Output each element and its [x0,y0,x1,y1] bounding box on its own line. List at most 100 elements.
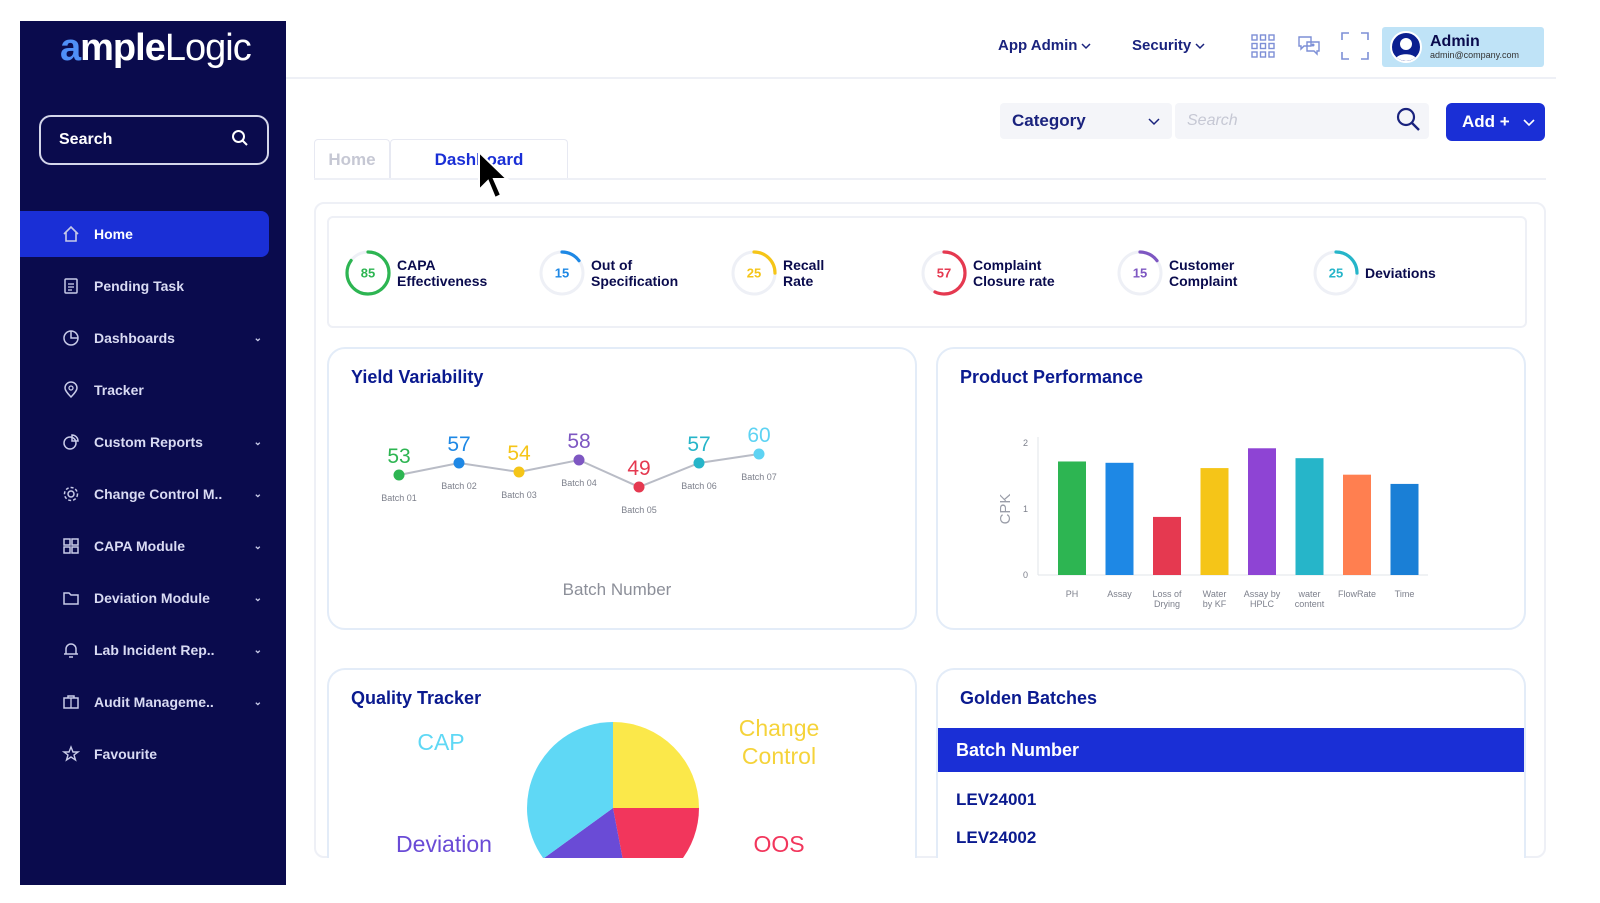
bell-icon [62,641,80,659]
avatar [1390,31,1422,63]
yield-title: Yield Variability [351,367,484,387]
yield-point [573,454,585,466]
table-row[interactable]: LEV24001 [956,790,1037,809]
chevron-down-icon[interactable]: ⌄ [253,592,262,604]
yield-x-axis-label: Batch Number [563,580,672,599]
search-input[interactable] [1187,112,1395,130]
chevron-down-icon[interactable]: ⌄ [253,332,262,344]
kpi-item[interactable]: 15 Customer Complaint [1115,248,1279,298]
yield-point [393,469,405,481]
kpi-value: 25 [747,266,761,281]
clipboard-icon [62,277,80,295]
sidebar-item-change-control-m[interactable]: Change Control M.. ⌄ [20,471,286,517]
product-y-tick: 1 [1023,504,1028,514]
sidebar-item-custom-reports[interactable]: Custom Reports ⌄ [20,419,286,465]
chevron-down-icon[interactable]: ⌄ [253,540,262,552]
kpi-item[interactable]: 25 Recall Rate [729,248,893,298]
pie-label: Control [742,743,816,769]
product-y-axis-label: CPK [997,494,1014,525]
kpi-gauge: 85 [345,250,391,296]
yield-data-label: 53 [387,445,410,468]
yield-data-label: 57 [447,433,470,456]
app-admin-label: App Admin [998,37,1078,54]
sidebar-item-tracker[interactable]: Tracker [20,367,286,413]
app-admin-menu[interactable]: App Admin [998,37,1091,54]
golden-batches-card: Golden Batches Batch Number LEV24001 LEV… [936,668,1526,868]
yield-point [693,457,705,469]
pie-slice [613,808,699,868]
chevron-down-icon[interactable]: ⌄ [253,436,262,448]
kpi-gauge: 57 [921,250,967,296]
kpi-item[interactable]: 25 Deviations [1311,248,1475,298]
sidebar-item-pending-task[interactable]: Pending Task [20,263,286,309]
table-row[interactable]: LEV24002 [956,828,1037,847]
product-x-tick: PH [1066,589,1079,599]
yield-data-label: 60 [747,424,770,447]
chat-support-icon[interactable] [1294,31,1324,61]
apps-grid-icon[interactable] [1248,31,1278,61]
product-x-tick: Time [1395,589,1415,599]
sidebar-item-label: Tracker [94,382,144,398]
fold-mask [300,858,1560,903]
sidebar-item-dashboards[interactable]: Dashboards ⌄ [20,315,286,361]
chevron-down-icon [1523,119,1535,127]
sidebar-item-deviation-module[interactable]: Deviation Module ⌄ [20,575,286,621]
sidebar-search[interactable]: Search [39,115,269,165]
add-button[interactable]: Add + [1446,103,1545,141]
sidebar-item-capa-module[interactable]: CAPA Module ⌄ [20,523,286,569]
tab-home[interactable]: Home [314,139,390,179]
yield-variability-card: Yield Variability 53 Batch 01 57 Batch 02 54… [327,347,917,630]
sidebar-item-label: Custom Reports [94,434,203,450]
sidebar-item-lab-incident-rep[interactable]: Lab Incident Rep.. ⌄ [20,627,286,673]
sidebar-item-audit-manageme[interactable]: Audit Manageme.. ⌄ [20,679,286,725]
map-pin-icon [62,381,80,399]
yield-tick-label: Batch 02 [441,481,477,491]
security-menu[interactable]: Security [1132,37,1205,54]
main-search [1175,103,1429,139]
sidebar-item-home[interactable]: Home [20,211,269,257]
kpi-value: 15 [555,266,569,281]
kpi-item[interactable]: 57 Complaint Closure rate [919,248,1083,298]
brand-logo[interactable]: ampleLogic [60,27,252,69]
product-x-tick: Assay by [1244,589,1281,599]
product-bar [1200,468,1229,575]
product-x-tick: water [1297,589,1320,599]
yield-data-label: 54 [507,442,531,465]
golden-title: Golden Batches [960,688,1098,708]
yield-data-label: 57 [687,433,710,456]
chevron-down-icon[interactable]: ⌄ [253,488,262,500]
yield-tick-label: Batch 07 [741,472,777,482]
product-bar [1153,516,1181,575]
product-x-tick: FlowRate [1338,589,1376,599]
category-select[interactable]: Category [1000,103,1172,139]
product-bar [1105,462,1134,575]
product-bar [1248,448,1276,575]
kpi-item[interactable]: 15 Out of Specification [537,248,701,298]
chevron-down-icon[interactable]: ⌄ [253,696,262,708]
pie-chart-icon [62,329,80,347]
product-title: Product Performance [960,367,1144,387]
chevron-down-icon[interactable]: ⌄ [253,644,262,656]
sidebar-item-favourite[interactable]: Favourite [20,731,286,777]
yield-data-label: 49 [627,457,650,480]
fullscreen-icon[interactable] [1340,31,1370,61]
sidebar-item-label: Deviation Module [94,590,210,606]
briefcase-icon [62,693,80,711]
pie-label: OOS [753,831,804,857]
sidebar-item-label: Pending Task [94,278,184,294]
user-profile[interactable]: Admin admin@company.com [1382,27,1544,67]
dashboard-panel [314,202,1546,858]
chevron-down-icon [1195,42,1205,49]
sidebar: ampleLogic Search Home Pending Task Dashbo… [20,21,286,885]
kpi-label: Deviations [1365,265,1436,281]
kpi-gauge: 15 [1117,250,1163,296]
kpi-label: Out of Specification [591,257,679,289]
sidebar-item-label: Audit Manageme.. [94,694,214,710]
kpi-item[interactable]: 85 CAPA Effectiveness [343,248,507,298]
quality-tracker-card: Quality Tracker Change Control OOS Deviatio… [327,668,917,868]
search-icon[interactable] [1395,106,1421,137]
search-icon[interactable] [231,129,249,152]
top-header: App Admin Security [286,21,1556,79]
kpi-label: Recall Rate [783,257,825,289]
